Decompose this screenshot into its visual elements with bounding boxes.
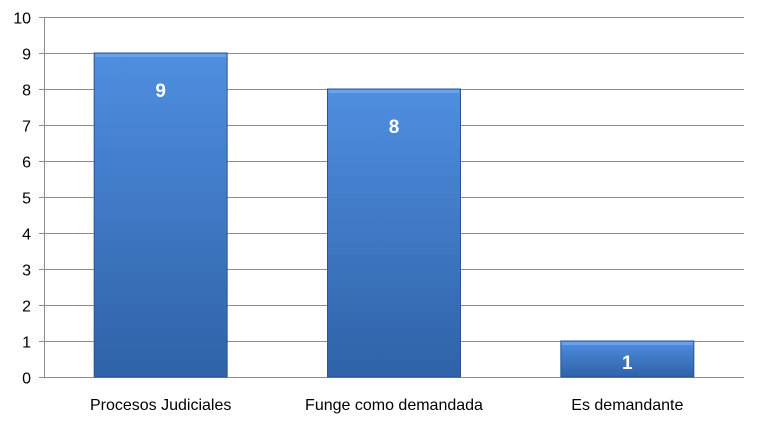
bar-highlight: [561, 342, 693, 345]
y-axis-tick-labels: 0 1 2 3 4 5 6 7 8 9 10: [13, 11, 31, 388]
y-tick-label: 10: [13, 11, 31, 28]
x-axis-category-labels: Procesos Judiciales Funge como demandada E…: [90, 397, 684, 414]
data-labels: 9 8 1: [155, 81, 633, 374]
x-category-label: Procesos Judiciales: [90, 397, 231, 414]
y-tick-label: 7: [22, 119, 31, 136]
y-tick-label: 5: [22, 191, 31, 208]
x-category-label: Funge como demandada: [305, 397, 483, 414]
data-label: 1: [622, 353, 633, 374]
bar-funge-como-demandada: [327, 88, 461, 378]
bar-es-demandante: [560, 340, 695, 378]
data-label: 8: [389, 117, 400, 138]
y-tick-label: 6: [22, 155, 31, 172]
y-tick-label: 2: [22, 299, 31, 316]
data-label: 9: [155, 81, 166, 102]
y-tick-label: 9: [22, 47, 31, 64]
y-tick-label: 4: [22, 227, 31, 244]
y-tick-label: 0: [22, 371, 31, 388]
bar-highlight: [95, 54, 227, 57]
x-category-label: Es demandante: [571, 397, 683, 414]
y-tick-label: 1: [22, 335, 31, 352]
bar-procesos-judiciales: [93, 52, 228, 378]
y-tick-label: 3: [22, 263, 31, 280]
y-tick-label: 8: [22, 83, 31, 100]
bars: [93, 52, 695, 378]
bar-highlight: [328, 90, 460, 93]
